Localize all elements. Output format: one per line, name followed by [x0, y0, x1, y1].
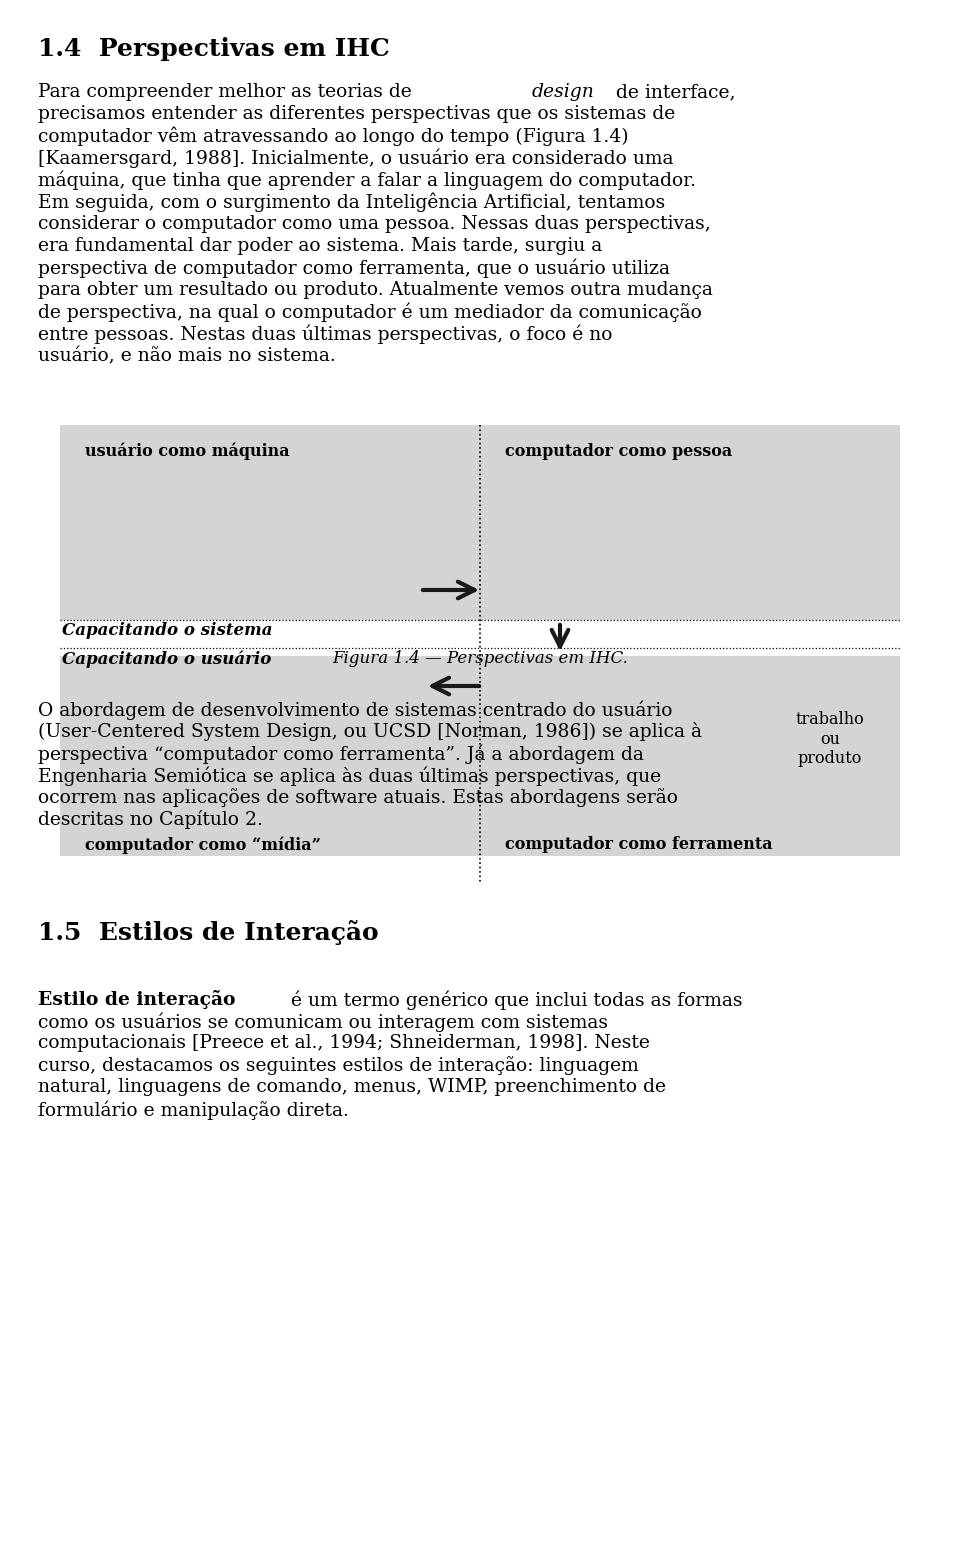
Text: perspectiva “computador como ferramenta”. Já a abordagem da: perspectiva “computador como ferramenta”… [38, 745, 644, 763]
Text: computador vêm atravessando ao longo do tempo (Figura 1.4): computador vêm atravessando ao longo do … [38, 127, 629, 147]
Text: formulário e manipulação direta.: formulário e manipulação direta. [38, 1100, 348, 1120]
Text: curso, destacamos os seguintes estilos de interação: linguagem: curso, destacamos os seguintes estilos d… [38, 1055, 638, 1075]
Text: considerar o computador como uma pessoa. Nessas duas perspectivas,: considerar o computador como uma pessoa.… [38, 215, 710, 233]
Text: entre pessoas. Nestas duas últimas perspectivas, o foco é no: entre pessoas. Nestas duas últimas persp… [38, 324, 612, 345]
Text: era fundamental dar poder ao sistema. Mais tarde, surgiu a: era fundamental dar poder ao sistema. Ma… [38, 236, 602, 255]
Text: de perspectiva, na qual o computador é um mediador da comunicação: de perspectiva, na qual o computador é u… [38, 303, 702, 323]
Text: usuário como máquina: usuário como máquina [85, 443, 290, 460]
Text: computador como pessoa: computador como pessoa [505, 443, 732, 460]
Text: ocorrem nas aplicações de software atuais. Estas abordagens serão: ocorrem nas aplicações de software atuai… [38, 788, 678, 806]
Text: Capacitando o usuário: Capacitando o usuário [62, 650, 272, 667]
Text: design: design [532, 83, 595, 100]
Text: precisamos entender as diferentes perspectivas que os sistemas de: precisamos entender as diferentes perspe… [38, 105, 675, 124]
Text: 1.4  Perspectivas em IHC: 1.4 Perspectivas em IHC [38, 37, 390, 60]
Text: Engenharia Semiótica se aplica às duas últimas perspectivas, que: Engenharia Semiótica se aplica às duas ú… [38, 766, 661, 785]
Text: trabalho
ou
produto: trabalho ou produto [796, 711, 864, 768]
Text: para obter um resultado ou produto. Atualmente vemos outra mudança: para obter um resultado ou produto. Atua… [38, 281, 713, 300]
Text: computador como ferramenta: computador como ferramenta [505, 836, 773, 853]
Bar [60, 657, 900, 856]
Text: como os usuários se comunicam ou interagem com sistemas: como os usuários se comunicam ou interag… [38, 1012, 608, 1032]
Text: Capacitando o sistema: Capacitando o sistema [62, 623, 273, 640]
Text: (User-Centered System Design, ou UCSD [Norman, 1986]) se aplica à: (User-Centered System Design, ou UCSD [N… [38, 722, 702, 742]
Text: é um termo genérico que inclui todas as formas: é um termo genérico que inclui todas as … [285, 990, 742, 1009]
Bar [60, 425, 900, 620]
Text: [Kaamersgard, 1988]. Inicialmente, o usuário era considerado uma: [Kaamersgard, 1988]. Inicialmente, o usu… [38, 148, 674, 168]
Text: descritas no Capítulo 2.: descritas no Capítulo 2. [38, 810, 263, 830]
Text: computador como “mídia”: computador como “mídia” [85, 836, 321, 853]
Text: usuário, e não mais no sistema.: usuário, e não mais no sistema. [38, 348, 336, 365]
Text: Em seguida, com o surgimento da Inteligência Artificial, tentamos: Em seguida, com o surgimento da Inteligê… [38, 193, 665, 213]
Text: 1.5  Estilos de Interação: 1.5 Estilos de Interação [38, 919, 378, 946]
Text: Estilo de interação: Estilo de interação [38, 990, 235, 1009]
Text: O abordagem de desenvolvimento de sistemas centrado do usuário: O abordagem de desenvolvimento de sistem… [38, 700, 673, 720]
Text: perspectiva de computador como ferramenta, que o usuário utiliza: perspectiva de computador como ferrament… [38, 260, 670, 278]
Text: natural, linguagens de comando, menus, WIMP, preenchimento de: natural, linguagens de comando, menus, W… [38, 1078, 666, 1095]
Text: Para compreender melhor as teorias de: Para compreender melhor as teorias de [38, 83, 418, 100]
Text: Figura 1.4 — Perspectivas em IHC.: Figura 1.4 — Perspectivas em IHC. [332, 650, 628, 667]
Text: computacionais [Preece et al., 1994; Shneiderman, 1998]. Neste: computacionais [Preece et al., 1994; Shn… [38, 1034, 650, 1052]
Text: de interface,: de interface, [610, 83, 735, 100]
Text: máquina, que tinha que aprender a falar a linguagem do computador.: máquina, que tinha que aprender a falar … [38, 171, 696, 190]
